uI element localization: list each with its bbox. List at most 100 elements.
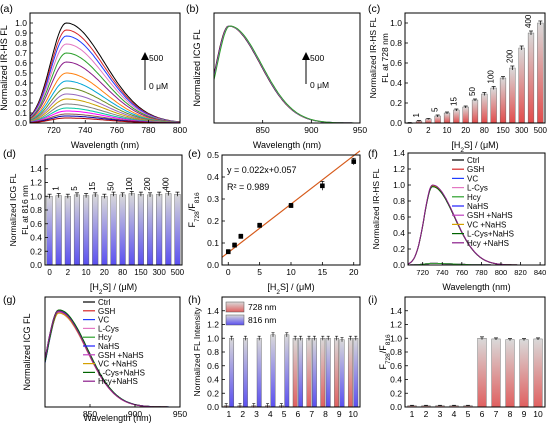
panel-c: 0.00.20.40.60.81.00 2 10 20 80 150 300 50015155… — [368, 3, 548, 154]
bar-816 — [256, 338, 262, 408]
y-tick-label: 0.3 — [15, 88, 27, 98]
panel-label: (e) — [188, 148, 201, 160]
bar — [491, 338, 501, 408]
y-tick-label: 0.2 — [15, 98, 27, 108]
bar-816 — [242, 338, 248, 408]
bar-annotation: 5 — [431, 107, 440, 112]
panel-a: 0.00.10.20.30.40.50.60.70.80.91.0 720 740 7… — [0, 3, 187, 150]
legend-label: GSH +NaHS — [467, 211, 513, 220]
text-span: [H — [267, 282, 276, 292]
text-span: 816 — [194, 192, 201, 203]
panel-f: 0.0 0.2 0.4 0.6 0.8 1.0 1.2 1.4 720 740 760 780 800 8… — [368, 148, 546, 292]
x-tick-label: 760 — [456, 268, 469, 277]
y-tick-label: 1.0 — [207, 333, 219, 343]
y-tick-label: 0.2 — [393, 244, 405, 254]
data-point — [351, 159, 357, 164]
bar — [156, 193, 163, 266]
x-tick-label: 10 — [82, 268, 91, 277]
x-tick-label: 3 — [438, 409, 443, 419]
trend-arrow-head — [302, 52, 310, 60]
bar — [425, 118, 432, 124]
y-axis-title: Normalized ICG FL — [8, 173, 18, 246]
x-tick-label: 3 — [254, 409, 259, 419]
y-axis-title: F728/F816 — [378, 334, 392, 369]
bar — [490, 87, 497, 124]
x-tick-label: 2 — [424, 409, 429, 419]
bar-annotation: 15 — [449, 97, 458, 106]
bar — [128, 193, 135, 266]
panel-e: 0.0 0.1 0.2 0.3 0.4 0.5 0 5 10 15 20 y = 0.022x+0.0… — [187, 148, 361, 296]
legend-label: VC — [467, 174, 478, 183]
x-tick-label: 6 — [296, 409, 301, 419]
y-tick-label: 1.2 — [393, 164, 405, 174]
y-axis-title: Normalized ICG FL — [192, 29, 202, 106]
panel-label: (a) — [0, 3, 13, 15]
y-tick-label: 0.6 — [15, 58, 27, 68]
legend-label: NaHS — [467, 202, 488, 211]
y-tick-label: 0.6 — [393, 212, 405, 222]
bar — [92, 194, 99, 266]
y-tick-label: 0.9 — [15, 28, 27, 38]
y-tick-label: 0.0 — [390, 118, 402, 128]
x-tick-label: 500 — [534, 126, 548, 135]
x-tick-label: 500 — [171, 268, 185, 277]
y-tick-label: 0.0 — [30, 260, 42, 270]
annotation-high: 500 — [310, 53, 324, 63]
panel-label: (h) — [188, 294, 201, 306]
x-tick-label: 20 — [349, 267, 359, 277]
text-span: /F — [378, 345, 388, 354]
bar — [453, 109, 460, 124]
bar — [137, 193, 144, 266]
spectrum-line — [213, 25, 360, 124]
bar — [509, 67, 516, 124]
x-axis-title: [H2S] / (μM) — [451, 140, 498, 154]
x-axis-title: [H2S] / (μM) — [267, 282, 314, 296]
bar — [462, 106, 469, 124]
bar — [147, 194, 154, 266]
legend-label: 816 nm — [248, 315, 276, 325]
y-tick-label: 0.2 — [30, 246, 42, 256]
x-tick-label: 760 — [110, 125, 124, 135]
bar — [537, 22, 544, 124]
x-tick-label: 1 — [410, 409, 415, 419]
spectrum-line — [213, 25, 360, 124]
bar — [527, 32, 535, 124]
legend-label: L-Cys+NaHS — [98, 368, 145, 377]
x-tick-label: 0 — [407, 126, 412, 135]
panel-label: (d) — [3, 148, 16, 160]
data-point — [288, 203, 294, 208]
bar-annotation: 200 — [505, 49, 514, 63]
x-tick-label: 820 — [514, 268, 527, 277]
x-tick-label: 20 — [100, 268, 109, 277]
bar — [434, 115, 441, 124]
bar-annotation: 5 — [70, 186, 79, 191]
panel-b: 850 900 950 Wavelength (nm) Normalized ICG F… — [186, 3, 367, 150]
legend-label: L-Cys — [467, 184, 488, 193]
panel-label: (i) — [368, 294, 377, 306]
spectrum-line — [29, 35, 181, 123]
text-span: S] / (μM) — [464, 140, 499, 150]
x-tick-label: 0 — [226, 267, 231, 277]
bar — [477, 338, 487, 408]
bar — [533, 338, 543, 408]
bar — [55, 195, 62, 266]
text-span: F — [187, 222, 197, 228]
x-tick-label: 1 — [227, 409, 232, 419]
data-point — [320, 183, 325, 189]
x-tick-label: 2 — [66, 268, 71, 277]
y-tick-label: 0.0 — [15, 118, 27, 128]
bar-816 — [284, 334, 290, 408]
y-tick-label: 0.0 — [390, 402, 402, 412]
legend-label: 728 nm — [248, 302, 276, 312]
text-span: [H — [90, 282, 99, 292]
x-tick-label: 5 — [282, 409, 287, 419]
x-tick-label: 850 — [83, 409, 97, 419]
x-tick-label: 9 — [337, 409, 342, 419]
y-tick-label: 0.4 — [390, 78, 402, 88]
legend-label: L-Cys — [98, 324, 119, 333]
x-tick-label: 950 — [353, 125, 367, 135]
x-tick-label: 720 — [416, 268, 429, 277]
text-span: 2 — [276, 289, 280, 296]
bar-annotation: 100 — [487, 70, 496, 84]
